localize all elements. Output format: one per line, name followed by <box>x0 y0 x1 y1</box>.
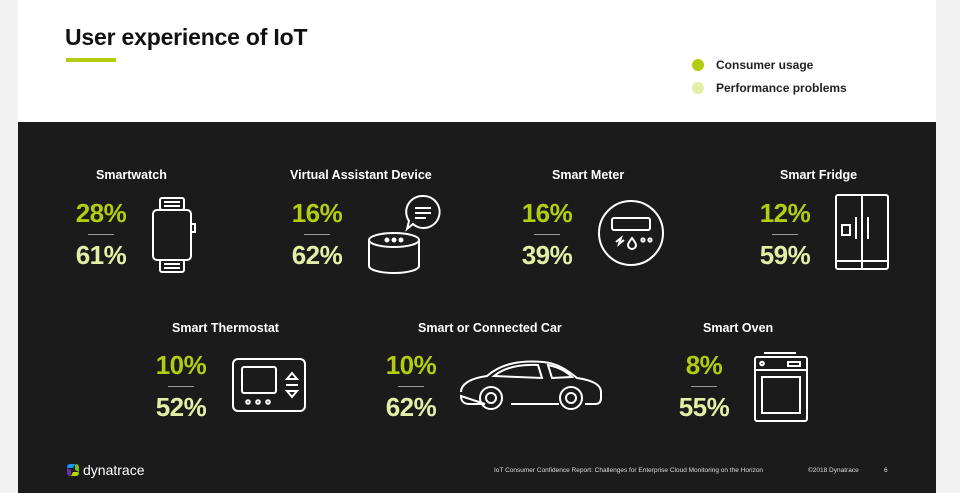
copyright-text: ©2018 Dynatrace <box>808 467 859 474</box>
stat-divider <box>304 234 330 235</box>
usage-value-connected-car: 10% <box>385 350 437 380</box>
legend-item-performance-problems: Performance problems <box>692 81 847 95</box>
slide-header-panel <box>18 0 936 122</box>
device-name-smart-thermostat: Smart Thermostat <box>172 321 279 335</box>
usage-value-virtual-assistant: 16% <box>291 198 343 228</box>
stat-divider <box>398 386 424 387</box>
smart-meter-icon <box>596 198 666 268</box>
device-name-connected-car: Smart or Connected Car <box>418 321 562 335</box>
slide-content-panel <box>18 122 936 493</box>
problems-value-smart-oven: 55% <box>678 392 730 422</box>
car-icon <box>458 356 604 414</box>
legend-label: Consumer usage <box>716 58 814 72</box>
thermostat-icon <box>230 357 310 415</box>
page-title: User experience of IoT <box>65 24 308 50</box>
fridge-icon <box>834 193 892 271</box>
usage-value-smart-fridge: 12% <box>759 198 811 228</box>
device-name-smart-meter: Smart Meter <box>552 168 625 182</box>
problems-value-smart-thermostat: 52% <box>155 392 207 422</box>
stat-divider <box>168 386 194 387</box>
usage-value-smart-meter: 16% <box>521 198 573 228</box>
dynatrace-logo: dynatrace <box>66 462 144 478</box>
stat-divider <box>691 386 717 387</box>
title-underline <box>66 58 116 62</box>
device-name-smart-oven: Smart Oven <box>703 321 774 335</box>
device-name-smartwatch: Smartwatch <box>96 168 167 182</box>
device-name-smart-fridge: Smart Fridge <box>780 168 858 182</box>
stat-divider <box>88 234 114 235</box>
device-name-virtual-assistant: Virtual Assistant Device <box>290 168 432 182</box>
smart-speaker-icon <box>366 194 444 276</box>
legend-item-consumer-usage: Consumer usage <box>692 58 813 72</box>
legend-swatch-problems <box>692 82 704 94</box>
stat-divider <box>534 234 560 235</box>
problems-value-smartwatch: 61% <box>75 240 127 270</box>
legend-label: Performance problems <box>716 81 847 95</box>
dynatrace-logo-icon <box>67 464 79 476</box>
problems-value-smart-meter: 39% <box>521 240 573 270</box>
oven-icon <box>752 350 812 424</box>
problems-value-virtual-assistant: 62% <box>291 240 343 270</box>
problems-value-connected-car: 62% <box>385 392 437 422</box>
usage-value-smart-oven: 8% <box>685 350 723 380</box>
logo-text: dynatrace <box>83 462 145 478</box>
smartwatch-icon <box>148 196 200 274</box>
stat-divider <box>772 234 798 235</box>
legend-swatch-usage <box>692 59 704 71</box>
problems-value-smart-fridge: 59% <box>759 240 811 270</box>
page-number: 6 <box>884 467 888 474</box>
report-title: IoT Consumer Confidence Report: Challeng… <box>494 467 764 474</box>
usage-value-smart-thermostat: 10% <box>155 350 207 380</box>
usage-value-smartwatch: 28% <box>75 198 127 228</box>
